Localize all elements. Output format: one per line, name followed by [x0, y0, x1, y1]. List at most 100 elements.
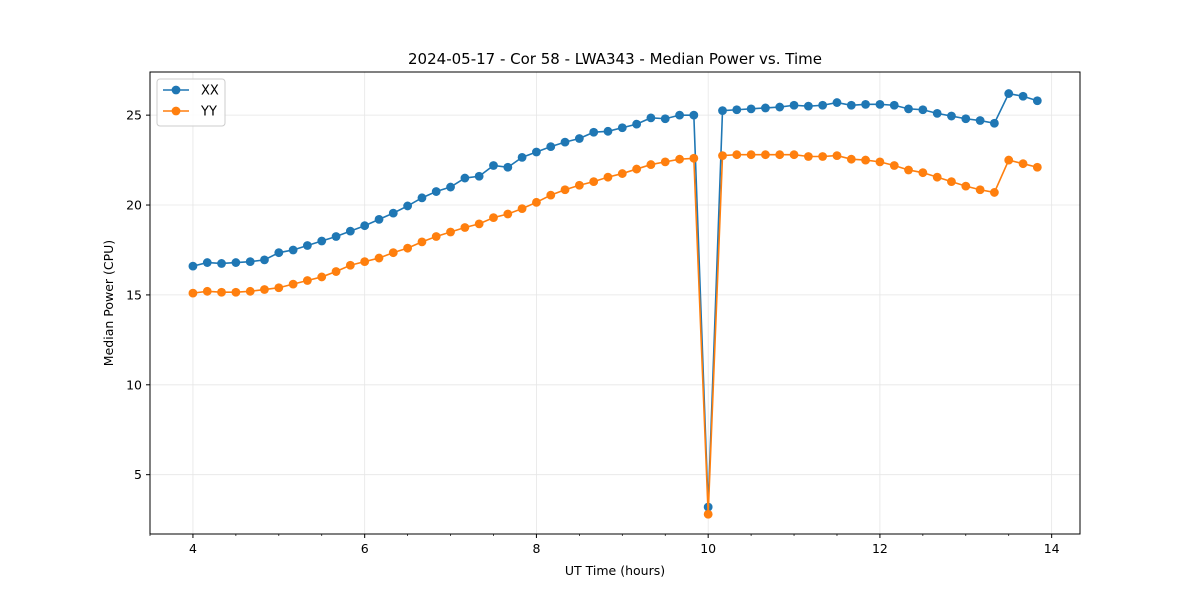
- legend-entry-yy: YY: [163, 105, 217, 120]
- data-point-xx: [574, 134, 584, 143]
- data-point-xx: [603, 126, 613, 136]
- data-point-yy: [417, 237, 427, 247]
- series-line-xx: [192, 92, 1038, 508]
- plot-series: [188, 89, 1042, 519]
- data-point-xx: [360, 221, 370, 231]
- data-point-yy: [589, 177, 599, 187]
- data-point-yy: [374, 253, 384, 263]
- series-yy: [188, 150, 1042, 519]
- x-tick-label: 6: [361, 541, 369, 556]
- data-point-xx: [718, 106, 727, 116]
- data-point-yy: [446, 227, 455, 237]
- data-point-xx: [260, 255, 269, 265]
- data-point-xx: [1032, 96, 1042, 106]
- data-point-xx: [331, 232, 341, 241]
- data-point-xx: [245, 257, 255, 267]
- y-tick-label: 25: [126, 108, 142, 123]
- data-point-xx: [345, 226, 355, 236]
- legend-entry-xx: XX: [163, 84, 219, 99]
- data-point-xx: [961, 114, 971, 124]
- data-point-yy: [947, 177, 956, 187]
- data-point-xx: [188, 261, 198, 271]
- data-point-yy: [646, 160, 656, 169]
- data-point-xx: [632, 119, 642, 129]
- data-point-xx: [918, 105, 928, 115]
- y-tick-label: 15: [126, 287, 142, 302]
- data-point-xx: [932, 108, 942, 118]
- data-point-xx: [875, 99, 885, 109]
- data-point-yy: [574, 180, 584, 190]
- data-point-yy: [503, 209, 513, 219]
- y-tick-label: 5: [134, 467, 142, 482]
- legend-label: YY: [200, 105, 217, 120]
- data-point-xx: [775, 102, 785, 112]
- data-point-xx: [617, 123, 627, 133]
- data-point-xx: [989, 118, 999, 128]
- data-point-yy: [689, 153, 699, 163]
- data-point-xx: [388, 208, 398, 218]
- data-point-yy: [202, 286, 212, 296]
- x-tick-label: 8: [532, 541, 540, 556]
- data-point-xx: [660, 114, 670, 124]
- data-point-yy: [345, 260, 355, 270]
- data-point-yy: [632, 164, 642, 174]
- data-point-yy: [403, 243, 413, 253]
- data-point-xx: [231, 258, 241, 267]
- data-point-yy: [274, 283, 284, 293]
- x-axis-label: UT Time (hours): [565, 563, 665, 578]
- data-point-yy: [532, 197, 541, 207]
- data-point-yy: [818, 152, 828, 161]
- data-point-xx: [818, 100, 828, 110]
- data-point-yy: [961, 181, 971, 191]
- grid: [150, 72, 1080, 534]
- x-tick-label: 12: [872, 541, 888, 556]
- data-point-yy: [761, 150, 770, 160]
- data-point-yy: [331, 267, 341, 276]
- y-tick-label: 10: [126, 377, 142, 392]
- data-point-yy: [832, 151, 842, 160]
- series-xx: [188, 89, 1042, 512]
- data-point-yy: [489, 213, 498, 223]
- data-point-xx: [288, 245, 298, 255]
- data-point-xx: [446, 182, 455, 192]
- data-point-yy: [460, 223, 470, 232]
- data-point-xx: [846, 100, 856, 110]
- data-point-yy: [617, 169, 627, 178]
- data-point-xx: [832, 98, 842, 107]
- data-point-yy: [889, 161, 899, 170]
- data-point-yy: [1004, 155, 1014, 165]
- series-line-yy: [192, 153, 1038, 515]
- data-point-yy: [660, 157, 670, 167]
- data-point-yy: [517, 204, 527, 214]
- data-point-yy: [803, 152, 813, 161]
- data-point-yy: [560, 185, 570, 195]
- data-point-xx: [761, 103, 770, 113]
- data-point-xx: [589, 127, 599, 137]
- data-point-xx: [789, 100, 799, 110]
- data-point-yy: [732, 150, 742, 160]
- data-point-xx: [803, 101, 813, 111]
- data-point-xx: [274, 248, 284, 258]
- data-point-yy: [875, 157, 885, 167]
- data-point-yy: [360, 257, 370, 267]
- data-point-xx: [374, 215, 384, 224]
- data-point-yy: [675, 154, 684, 164]
- data-point-yy: [474, 219, 484, 229]
- data-point-xx: [861, 99, 870, 109]
- data-point-yy: [288, 279, 298, 289]
- data-point-xx: [503, 162, 513, 172]
- data-point-xx: [689, 110, 699, 120]
- axis-ticks: 4 6 8 10 12 14 5 10 15 20 25: [126, 108, 1060, 556]
- data-point-yy: [789, 150, 799, 160]
- data-point-xx: [546, 142, 556, 152]
- x-tick-label: 14: [1044, 541, 1060, 556]
- data-point-xx: [1018, 91, 1028, 101]
- data-point-yy: [1018, 159, 1028, 169]
- data-point-xx: [517, 152, 527, 162]
- data-point-xx: [431, 187, 441, 196]
- data-point-xx: [646, 113, 656, 123]
- data-point-xx: [202, 258, 212, 267]
- legend-marker: [171, 85, 181, 95]
- data-point-yy: [188, 288, 198, 298]
